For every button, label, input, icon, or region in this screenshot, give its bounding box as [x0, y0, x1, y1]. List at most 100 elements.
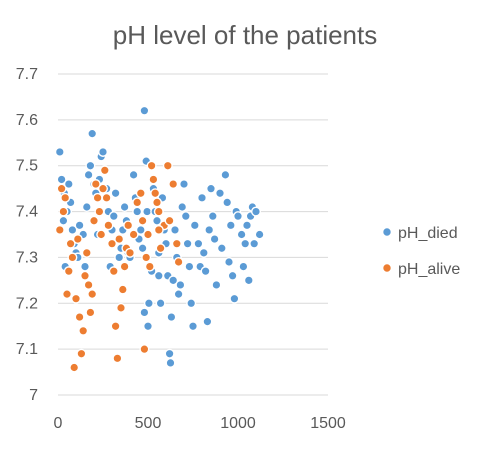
data-point-pH-alive	[141, 252, 152, 263]
data-point-pH-alive	[115, 302, 126, 313]
data-point-pH-died	[184, 261, 195, 272]
data-point-pH-died	[196, 192, 207, 203]
data-point-pH-died	[227, 270, 238, 281]
data-point-pH-alive	[67, 252, 78, 263]
data-point-pH-died	[142, 321, 153, 332]
data-point-pH-alive	[168, 179, 179, 190]
legend-item-pH-alive: pH_alive	[382, 261, 460, 278]
data-point-pH-died	[114, 252, 125, 263]
y-tick-label: 7.7	[16, 66, 38, 83]
data-point-pH-alive	[124, 247, 135, 258]
data-point-pH-died	[165, 357, 176, 368]
data-point-pH-died	[182, 238, 193, 249]
chart-title: pH level of the patients	[113, 20, 378, 50]
data-point-pH-died	[254, 229, 265, 240]
data-point-pH-alive	[60, 192, 71, 203]
y-tick-label: 7.5	[16, 158, 38, 175]
legend-label: pH_alive	[398, 261, 460, 278]
data-point-pH-died	[132, 206, 143, 217]
data-point-pH-died	[175, 279, 186, 290]
data-point-pH-alive	[146, 160, 157, 171]
data-point-pH-alive	[153, 224, 164, 235]
data-point-pH-alive	[151, 197, 162, 208]
data-point-pH-died	[166, 312, 177, 323]
data-point-pH-alive	[94, 206, 105, 217]
data-point-pH-alive	[58, 206, 69, 217]
data-point-pH-alive	[74, 312, 85, 323]
data-point-pH-died	[223, 257, 234, 268]
data-point-pH-died	[189, 220, 200, 231]
x-tick-label: 0	[54, 415, 63, 432]
data-point-pH-died	[108, 211, 119, 222]
data-point-pH-died	[207, 211, 218, 222]
data-point-pH-alive	[144, 261, 155, 272]
data-point-pH-alive	[173, 257, 184, 268]
data-point-pH-died	[238, 261, 249, 272]
data-point-pH-alive	[97, 183, 108, 194]
data-point-pH-died	[135, 224, 146, 235]
legend-marker	[382, 263, 392, 273]
data-point-pH-died	[142, 206, 153, 217]
data-point-pH-alive	[85, 307, 96, 318]
data-point-pH-died	[110, 188, 121, 199]
data-point-pH-alive	[78, 325, 89, 336]
data-point-pH-alive	[106, 238, 117, 249]
x-tick-label: 1500	[310, 415, 346, 432]
data-point-pH-died	[143, 298, 154, 309]
data-point-pH-alive	[135, 188, 146, 199]
data-point-pH-died	[63, 179, 74, 190]
data-point-pH-died	[139, 105, 150, 116]
data-point-pH-died	[205, 183, 216, 194]
data-point-pH-alive	[96, 229, 107, 240]
data-point-pH-alive	[72, 234, 83, 245]
data-point-pH-alive	[103, 220, 114, 231]
data-point-pH-died	[74, 220, 85, 231]
y-tick-label: 7.1	[16, 341, 38, 358]
data-point-pH-died	[211, 279, 222, 290]
data-point-pH-died	[216, 243, 227, 254]
data-point-pH-died	[97, 146, 108, 157]
points-layer	[54, 105, 265, 373]
data-point-pH-died	[220, 169, 231, 180]
data-point-pH-alive	[112, 353, 123, 364]
data-point-pH-alive	[128, 229, 139, 240]
data-point-pH-alive	[65, 238, 76, 249]
data-point-pH-alive	[70, 293, 81, 304]
data-point-pH-died	[58, 215, 69, 226]
x-tick-label: 1000	[220, 415, 256, 432]
data-point-pH-alive	[54, 224, 65, 235]
data-point-pH-alive	[101, 192, 112, 203]
data-point-pH-died	[198, 247, 209, 258]
data-point-pH-alive	[92, 192, 103, 203]
data-point-pH-died	[250, 206, 261, 217]
legend-label: pH_died	[398, 225, 458, 242]
data-point-pH-alive	[108, 266, 119, 277]
data-point-pH-died	[222, 197, 233, 208]
data-point-pH-died	[137, 243, 148, 254]
data-point-pH-died	[209, 234, 220, 245]
data-point-pH-alive	[62, 289, 73, 300]
data-point-pH-died	[180, 211, 191, 222]
data-point-pH-died	[119, 201, 130, 212]
data-point-pH-alive	[79, 270, 90, 281]
data-point-pH-died	[178, 179, 189, 190]
data-point-pH-alive	[150, 188, 161, 199]
data-point-pH-alive	[148, 174, 159, 185]
data-point-pH-alive	[119, 261, 130, 272]
data-point-pH-died	[187, 321, 198, 332]
data-point-pH-died	[193, 238, 204, 249]
data-point-pH-alive	[164, 215, 175, 226]
data-point-pH-alive	[81, 247, 92, 258]
data-point-pH-died	[229, 293, 240, 304]
data-point-pH-died	[79, 261, 90, 272]
data-point-pH-died	[200, 266, 211, 277]
data-point-pH-alive	[142, 229, 153, 240]
data-point-pH-died	[214, 188, 225, 199]
data-point-pH-died	[225, 220, 236, 231]
data-point-pH-died	[177, 201, 188, 212]
data-point-pH-died	[173, 289, 184, 300]
y-tick-label: 7.4	[16, 204, 38, 221]
data-point-pH-died	[236, 229, 247, 240]
data-point-pH-alive	[88, 215, 99, 226]
